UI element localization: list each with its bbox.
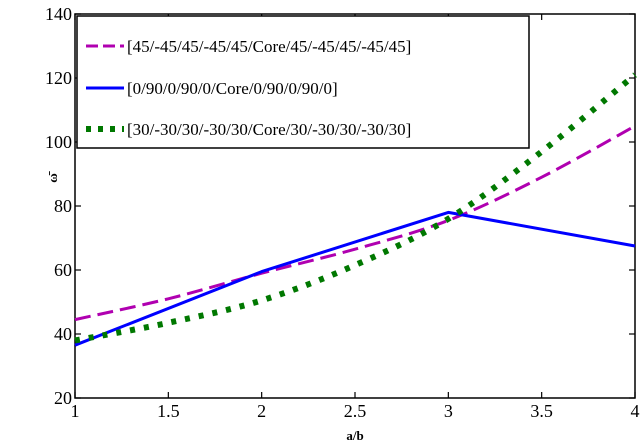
legend-label-3: [30/-30/30/-30/30/Core/30/-30/30/-30/30]: [127, 120, 411, 139]
y-tick-label: 20: [54, 388, 72, 408]
x-axis-title: a/b: [346, 428, 363, 443]
series-line-2: [74, 210, 636, 347]
x-tick-label: 4: [631, 401, 640, 421]
series-line-1: [74, 124, 636, 322]
y-tick-label: 60: [54, 260, 72, 280]
x-tick-label: 2: [257, 401, 266, 421]
legend-label-1: [45/-45/45/-45/45/Core/45/-45/45/-45/45]: [127, 37, 411, 56]
x-tick-label: 3: [444, 401, 453, 421]
legend-label-2: [0/90/0/90/0/Core/0/90/0/90/0]: [127, 79, 338, 98]
y-tick-label: 80: [54, 196, 72, 216]
series-line-3: [74, 72, 637, 344]
x-tick-label: 1: [71, 401, 80, 421]
series-layer: [74, 72, 637, 347]
legend: [45/-45/45/-45/45/Core/45/-45/45/-45/45]…: [76, 15, 530, 149]
y-tick-label: 140: [45, 4, 72, 24]
legend-box: [76, 15, 530, 149]
y-axis-title: ω̄: [45, 171, 60, 183]
y-tick-label: 120: [45, 68, 72, 88]
y-tick-label: 40: [54, 324, 72, 344]
x-tick-label: 2.5: [344, 401, 367, 421]
x-tick-label: 1.5: [157, 401, 180, 421]
y-tick-label: 100: [45, 132, 72, 152]
x-tick-label: 3.5: [530, 401, 553, 421]
axis-ticks: 1 1.5 2 2.5 3 3.5 4 20 40 60 80 100 120 140: [45, 4, 640, 421]
